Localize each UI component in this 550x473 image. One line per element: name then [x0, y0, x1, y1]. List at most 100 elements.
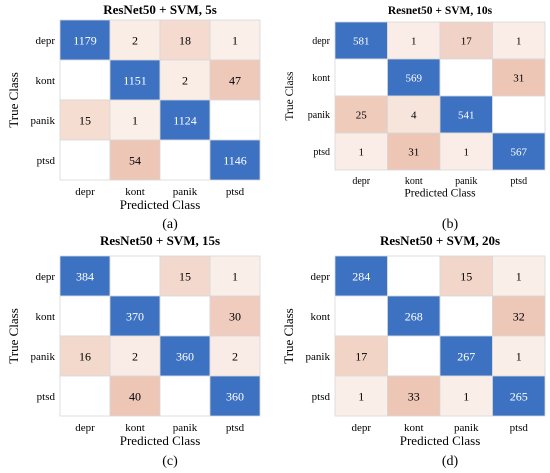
- heatmap-cell: [334, 58, 388, 97]
- heatmap-cell: [209, 375, 261, 417]
- heatmap-cell: [159, 375, 211, 417]
- cell-value-label: 1: [463, 389, 469, 403]
- heatmap-cell: [159, 59, 211, 101]
- cell-value-label: 1: [464, 146, 470, 158]
- chart-title: Resnet50 + SVM, 10s: [388, 5, 493, 17]
- heatmap-cell: [59, 295, 111, 337]
- heatmap-cell: [109, 255, 161, 297]
- cell-value-label: 1: [232, 33, 238, 47]
- cell-value-label: 40: [129, 389, 141, 403]
- cell-value-label: 30: [229, 309, 241, 323]
- cell-value-label: 1: [516, 35, 522, 47]
- cell-value-label: 31: [408, 146, 419, 158]
- heatmap-cell: [439, 375, 493, 417]
- x-tick-label: depr: [75, 186, 95, 198]
- x-axis-label: Predicted Class: [400, 433, 481, 448]
- heatmap-cell: [209, 139, 261, 181]
- cell-value-label: 2: [182, 73, 188, 87]
- cell-value-label: 360: [226, 389, 244, 403]
- cell-value-label: 1: [232, 269, 238, 283]
- cell-value-label: 16: [79, 349, 91, 363]
- heatmap-cell: [387, 21, 441, 60]
- heatmap-cell: [334, 295, 388, 337]
- y-tick-label: depr: [310, 271, 330, 283]
- cell-value-label: 370: [126, 309, 144, 323]
- cell-value-label: 15: [179, 269, 191, 283]
- heatmap-cell: [209, 295, 261, 337]
- heatmap-cell: [209, 99, 261, 141]
- heatmap-cell: [159, 295, 211, 337]
- cell-value-label: 25: [356, 109, 368, 121]
- cell-value-label: 54: [129, 153, 141, 167]
- cell-value-label: 267: [457, 349, 475, 363]
- cell-value-label: 2: [232, 349, 238, 363]
- heatmap-cell: [439, 255, 493, 297]
- x-axis-label: Predicted Class: [404, 188, 476, 200]
- cell-value-label: 1: [132, 113, 138, 127]
- cell-value-label: 265: [510, 389, 528, 403]
- cell-value-label: 1: [359, 146, 365, 158]
- cell-value-label: 32: [513, 309, 525, 323]
- heatmap-cell: [492, 335, 546, 377]
- y-tick-label: ptsd: [313, 147, 330, 158]
- cell-value-label: 1151: [123, 73, 147, 87]
- heatmap-cell: [59, 139, 111, 181]
- x-tick-label: kont: [405, 176, 423, 187]
- heatmap-cell: [387, 132, 441, 171]
- cell-value-label: 33: [408, 389, 420, 403]
- heatmap-cell: [59, 375, 111, 417]
- heatmap-cell: [59, 99, 111, 141]
- heatmap-cell: [334, 255, 388, 297]
- x-axis-label: Predicted Class: [120, 197, 201, 212]
- heatmap-cell: [59, 255, 111, 297]
- subfigure-caption: (b): [442, 217, 459, 232]
- heatmap-cell: [159, 139, 211, 181]
- heatmap-cell: [387, 95, 441, 134]
- cell-value-label: 581: [353, 35, 370, 47]
- y-axis-label: True Class: [6, 308, 21, 364]
- x-tick-label: depr: [75, 422, 95, 434]
- x-tick-label: panik: [454, 422, 479, 434]
- cell-value-label: 15: [460, 269, 472, 283]
- x-tick-label: panik: [455, 176, 477, 187]
- cell-value-label: 17: [355, 349, 367, 363]
- chart-title: ResNet50 + SVM, 15s: [100, 233, 220, 248]
- y-tick-label: depr: [35, 35, 55, 47]
- x-tick-label: depr: [351, 422, 371, 434]
- y-tick-label: ptsd: [37, 391, 56, 403]
- x-tick-label: kont: [404, 422, 424, 434]
- cell-value-label: 17: [461, 35, 473, 47]
- heatmap-cell: [492, 375, 546, 417]
- subfigure-caption: (a): [162, 217, 178, 232]
- cell-value-label: 284: [352, 269, 370, 283]
- cell-value-label: 541: [458, 109, 475, 121]
- cell-value-label: 569: [406, 72, 423, 84]
- x-axis-label: Predicted Class: [120, 433, 201, 448]
- y-tick-label: panik: [308, 110, 330, 121]
- subfigure-caption: (c): [162, 454, 178, 469]
- x-tick-label: panik: [173, 422, 198, 434]
- subfigure-caption: (d): [442, 454, 459, 469]
- cell-value-label: 1179: [73, 33, 97, 47]
- cell-value-label: 567: [511, 146, 528, 158]
- heatmap-cell: [492, 58, 546, 97]
- cell-value-label: 1: [516, 349, 522, 363]
- x-tick-label: ptsd: [226, 186, 245, 198]
- x-tick-label: ptsd: [510, 422, 529, 434]
- heatmap-cell: [387, 295, 441, 337]
- cell-value-label: 2: [132, 33, 138, 47]
- heatmap-cell: [334, 335, 388, 377]
- cell-value-label: 1146: [223, 153, 247, 167]
- y-tick-label: kont: [35, 75, 55, 87]
- x-tick-label: kont: [125, 422, 145, 434]
- heatmap-cell: [59, 59, 111, 101]
- heatmap-cell: [492, 95, 546, 134]
- cell-value-label: 4: [411, 109, 417, 121]
- heatmap-cell: [159, 19, 211, 61]
- cell-value-label: 360: [176, 349, 194, 363]
- x-tick-label: panik: [173, 186, 198, 198]
- y-tick-label: ptsd: [37, 155, 56, 167]
- heatmap-cell: [159, 99, 211, 141]
- y-tick-label: ptsd: [312, 391, 331, 403]
